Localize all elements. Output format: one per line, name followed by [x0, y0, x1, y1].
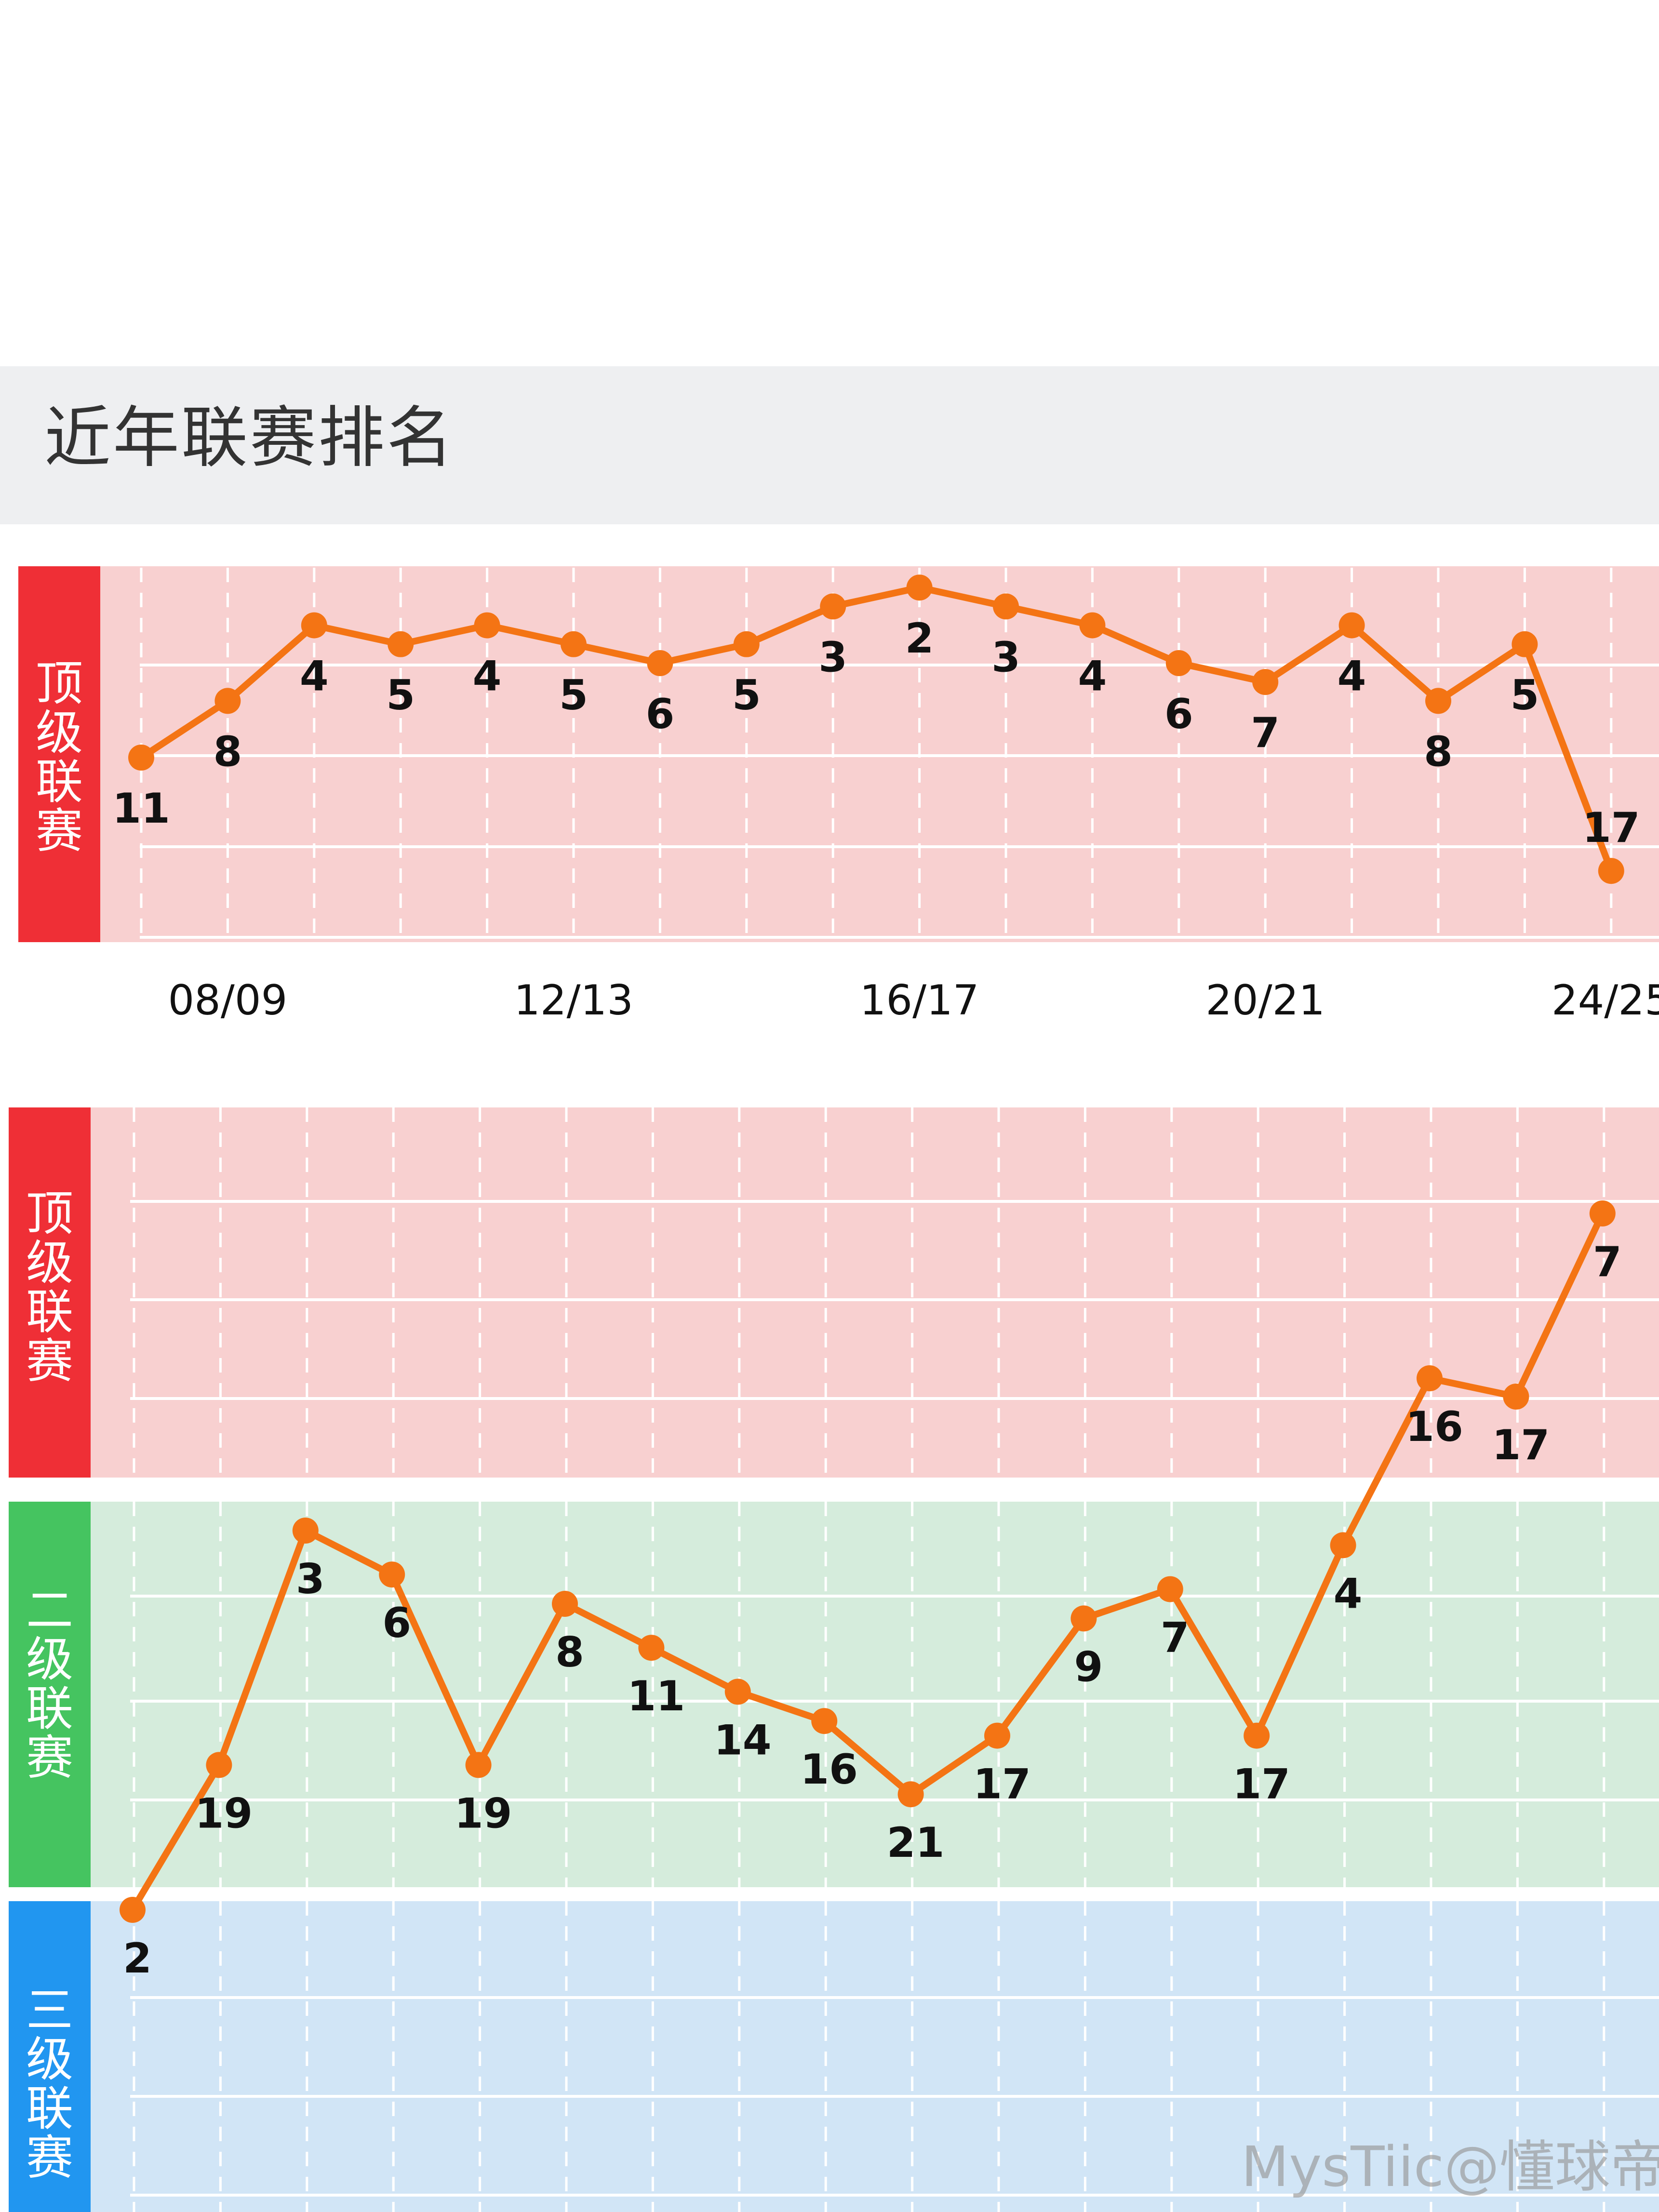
x-tick-label: 12/13: [514, 976, 633, 1025]
x-tick-label: 24/25: [1552, 976, 1659, 1025]
data-label: 2: [905, 614, 934, 663]
data-label: 5: [559, 671, 588, 720]
data-point: [1244, 1722, 1270, 1749]
data-label: 17: [1492, 1421, 1550, 1469]
data-label: 17: [973, 1760, 1031, 1809]
data-label: 11: [112, 785, 170, 833]
data-point: [301, 612, 327, 639]
series-line: [139, 584, 1615, 872]
data-point: [1157, 1576, 1183, 1602]
third-league-label: 三级联赛: [26, 1983, 73, 2185]
data-point: [1598, 858, 1624, 884]
data-label: 8: [1424, 728, 1453, 776]
data-label: 4: [1334, 1570, 1363, 1618]
data-point: [1079, 612, 1106, 639]
data-label: 19: [455, 1789, 512, 1838]
data-point: [1330, 1532, 1356, 1559]
data-label: 2: [123, 1934, 152, 1983]
top-league-label-box: [9, 1107, 91, 1478]
third-league-label-box: [9, 1901, 91, 2212]
data-label: 11: [628, 1672, 685, 1720]
data-point: [984, 1722, 1010, 1749]
data-point: [993, 593, 1019, 620]
top-league-label: 顶级联赛: [36, 656, 83, 859]
data-label: 5: [732, 671, 761, 720]
top-league-band: [9, 1107, 1659, 1478]
data-point: [379, 1561, 405, 1588]
data-point: [906, 574, 933, 601]
top-league-label-box: [18, 566, 100, 942]
data-label: 5: [386, 671, 415, 720]
second-league-band: [9, 1502, 1659, 1887]
data-point: [206, 1752, 232, 1778]
data-point: [120, 1897, 146, 1923]
data-label: 17: [1582, 804, 1640, 852]
data-point: [1165, 650, 1192, 676]
data-label: 7: [1593, 1238, 1622, 1286]
data-label: 19: [195, 1789, 253, 1838]
data-point: [1512, 631, 1538, 657]
data-label: 8: [555, 1628, 584, 1677]
data-label: 6: [645, 690, 674, 738]
data-label: 9: [1074, 1643, 1103, 1691]
data-label: 6: [382, 1599, 411, 1647]
data-label: 7: [1161, 1614, 1190, 1662]
x-tick-label: 20/21: [1205, 976, 1325, 1025]
data-label: 3: [991, 633, 1020, 681]
data-label: 5: [1510, 671, 1539, 720]
data-point: [1252, 669, 1279, 695]
data-point: [638, 1635, 665, 1661]
data-point: [1503, 1384, 1529, 1410]
data-label: 17: [1232, 1760, 1290, 1809]
data-point: [128, 745, 154, 771]
data-point: [820, 593, 846, 620]
data-point: [552, 1591, 578, 1617]
data-point: [1425, 688, 1451, 714]
x-tick-label: 08/09: [168, 976, 287, 1025]
data-label: 3: [296, 1555, 325, 1603]
data-point: [733, 631, 760, 657]
series-line: [129, 1212, 1606, 1912]
data-label: 16: [800, 1746, 858, 1794]
chart-top-league-history: 顶级联赛 11 8 4 5 4 5 6 5 3 2 3 4 6 7 4 8 5 17 08/09 12/13 16/17 2…: [18, 566, 1659, 1025]
data-point: [474, 612, 500, 639]
watermark: MysTiic@懂球帝: [1241, 2135, 1659, 2199]
top-league-label: 顶级联赛: [26, 1186, 73, 1389]
data-label: 4: [300, 653, 329, 701]
data-label: 4: [473, 653, 502, 701]
third-league-band: [9, 1901, 1659, 2212]
data-point: [1417, 1365, 1443, 1391]
data-label: 14: [714, 1716, 772, 1764]
data-label: 3: [818, 633, 847, 681]
data-point: [1070, 1605, 1097, 1632]
data-point: [214, 688, 241, 714]
data-point: [388, 631, 414, 657]
data-point: [1589, 1200, 1616, 1226]
data-label: 7: [1251, 709, 1280, 757]
data-point: [1338, 612, 1365, 639]
data-label: 6: [1164, 690, 1193, 738]
data-label: 21: [887, 1819, 945, 1867]
data-point: [724, 1679, 751, 1705]
data-label: 16: [1405, 1403, 1463, 1451]
data-point: [811, 1708, 838, 1734]
data-point: [465, 1752, 492, 1778]
data-point: [561, 631, 587, 657]
x-tick-label: 16/17: [860, 976, 979, 1025]
data-label: 4: [1338, 653, 1366, 701]
data-point: [647, 650, 673, 676]
data-label: 4: [1078, 653, 1107, 701]
data-point: [897, 1781, 924, 1808]
second-league-label: 二级联赛: [26, 1583, 73, 1786]
data-point: [292, 1518, 319, 1544]
section-title: 近年联赛排名: [44, 399, 455, 477]
section-header: [0, 366, 1659, 524]
data-label: 8: [213, 728, 242, 776]
second-league-label-box: [9, 1502, 91, 1887]
